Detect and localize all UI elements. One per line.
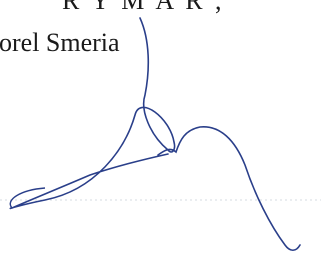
signature	[0, 0, 321, 259]
document-page: R Y M A R , orel Smeria	[0, 0, 321, 259]
signature-stroke	[10, 188, 45, 208]
signature-stroke	[10, 18, 300, 250]
